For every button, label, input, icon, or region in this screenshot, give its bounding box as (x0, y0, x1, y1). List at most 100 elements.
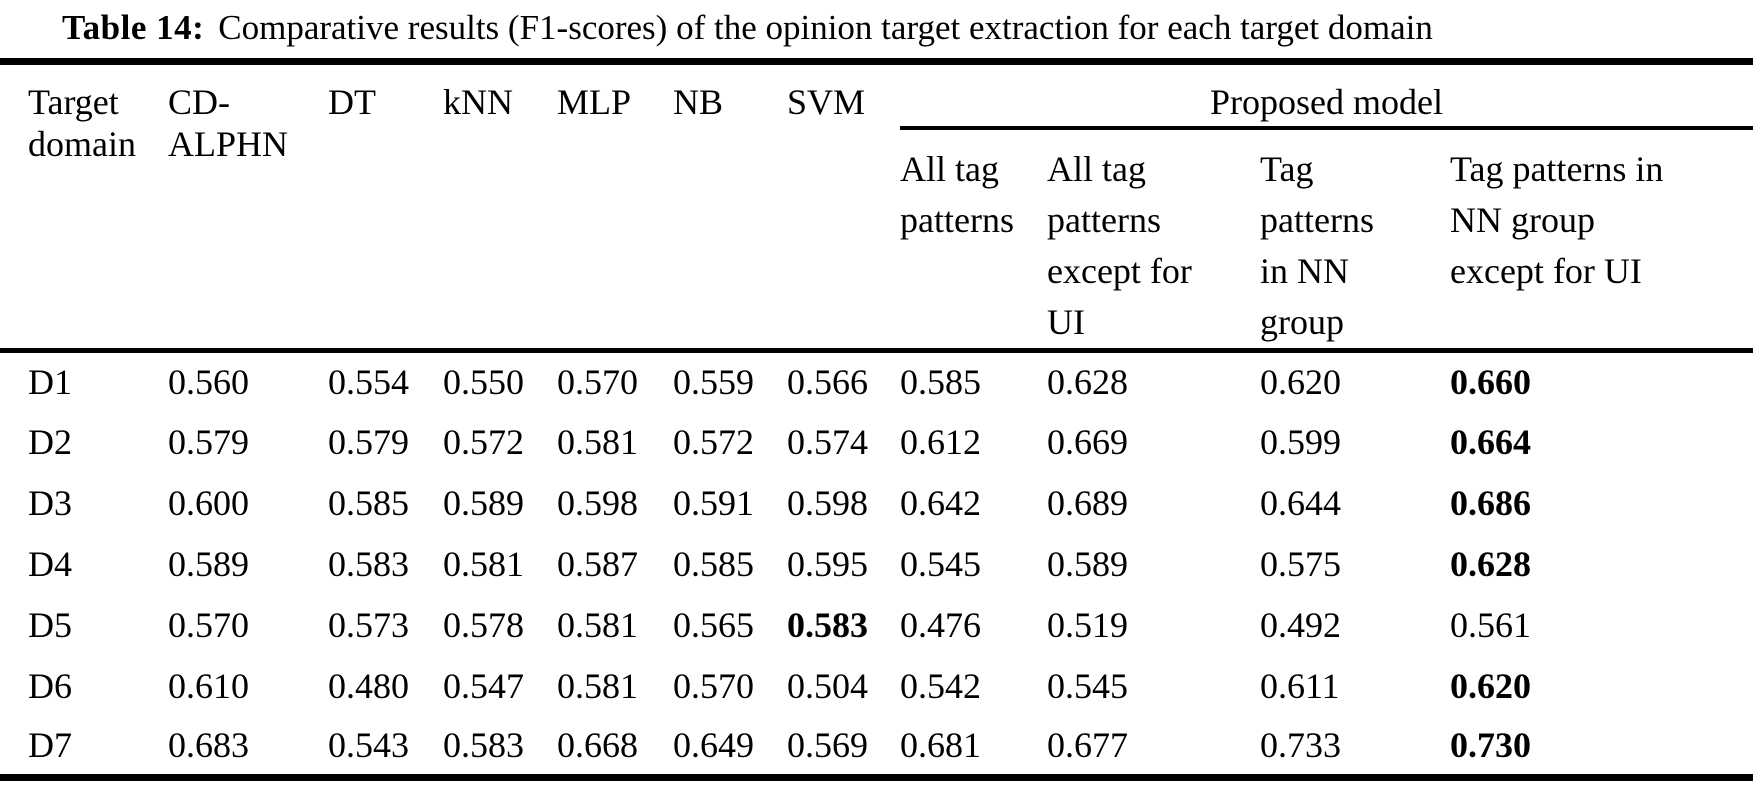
f1-score-cell: 0.572 (443, 421, 524, 462)
f1-score-cell: 0.585 (328, 482, 409, 523)
f1-score-cell: 0.599 (1260, 421, 1341, 462)
row-label: D2 (28, 421, 72, 462)
f1-score-cell: 0.642 (900, 482, 981, 523)
f1-score-cell: 0.545 (1047, 665, 1128, 706)
f1-score-cell: 0.669 (1047, 421, 1128, 462)
f1-score-cell: 0.519 (1047, 604, 1128, 645)
col-header-cd-alphn: CD- ALPHN (168, 61, 328, 353)
f1-score-cell: 0.569 (787, 724, 868, 765)
f1-score-cell: 0.610 (168, 665, 249, 706)
f1-score-cell: 0.591 (673, 482, 754, 523)
f1-score-cell: 0.573 (328, 604, 409, 645)
f1-score-cell: 0.492 (1260, 604, 1341, 645)
f1-score-cell: 0.545 (900, 543, 981, 584)
f1-score-cell: 0.559 (673, 361, 754, 402)
f1-score-cell: 0.572 (673, 421, 754, 462)
col-header-nb: NB (673, 61, 787, 353)
table-header: Target domain CD- ALPHN DT kNN MLP NB SV… (0, 61, 1753, 353)
f1-score-cell: 0.566 (787, 361, 868, 402)
f1-score-cell: 0.550 (443, 361, 524, 402)
col-header-knn: kNN (443, 61, 557, 353)
col-group-header-proposed-model: Proposed model (900, 61, 1753, 130)
table-row: D6 0.610 0.480 0.547 0.581 0.570 0.504 0.542 0.5… (0, 655, 1753, 716)
table-row: D3 0.600 0.585 0.589 0.598 0.591 0.598 0.642 0.6… (0, 472, 1753, 533)
f1-score-cell: 0.730 (1450, 724, 1531, 765)
f1-score-cell: 0.578 (443, 604, 524, 645)
f1-score-cell: 0.600 (168, 482, 249, 523)
row-label: D6 (28, 665, 72, 706)
header-row-sub: All tag patterns All tag patterns except… (0, 127, 1753, 353)
row-label: D4 (28, 543, 72, 584)
f1-score-cell: 0.547 (443, 665, 524, 706)
f1-score-cell: 0.581 (557, 665, 638, 706)
f1-score-cell: 0.628 (1450, 543, 1531, 584)
f1-score-cell: 0.612 (900, 421, 981, 462)
f1-score-cell: 0.628 (1047, 361, 1128, 402)
f1-score-cell: 0.570 (673, 665, 754, 706)
f1-score-cell: 0.644 (1260, 482, 1341, 523)
col-header-all-tag-patterns: All tag patterns (900, 127, 1047, 353)
col-header-tag-patterns-nn-group-except-ui: Tag patterns in NN group except for UI (1450, 127, 1753, 353)
f1-score-cell: 0.686 (1450, 482, 1531, 523)
f1-score-cell: 0.570 (557, 361, 638, 402)
f1-score-cell: 0.574 (787, 421, 868, 462)
table-row: D2 0.579 0.579 0.572 0.581 0.572 0.574 0.612 0.6… (0, 411, 1753, 472)
table-caption: Table 14: Comparative results (F1-scores)… (0, 0, 1753, 58)
f1-score-cell: 0.677 (1047, 724, 1128, 765)
row-label: D1 (28, 361, 72, 402)
f1-score-cell: 0.681 (900, 724, 981, 765)
row-label: D7 (28, 724, 72, 765)
f1-score-cell: 0.620 (1450, 665, 1531, 706)
results-table: Target domain CD- ALPHN DT kNN MLP NB SV… (0, 58, 1753, 781)
row-label: D5 (28, 604, 72, 645)
f1-score-cell: 0.476 (900, 604, 981, 645)
table-row: D1 0.560 0.554 0.550 0.570 0.559 0.566 0.585 0.6… (0, 350, 1753, 411)
f1-score-cell: 0.480 (328, 665, 409, 706)
f1-score-cell: 0.581 (557, 604, 638, 645)
f1-score-cell: 0.689 (1047, 482, 1128, 523)
col-header-target-domain: Target domain (0, 61, 168, 353)
f1-score-cell: 0.595 (787, 543, 868, 584)
f1-score-cell: 0.611 (1260, 665, 1340, 706)
table-row: D4 0.589 0.583 0.581 0.587 0.585 0.595 0.545 0.5… (0, 533, 1753, 594)
table-body: D1 0.560 0.554 0.550 0.570 0.559 0.566 0.585 0.6… (0, 350, 1753, 777)
f1-score-cell: 0.585 (900, 361, 981, 402)
f1-score-cell: 0.542 (900, 665, 981, 706)
f1-score-cell: 0.585 (673, 543, 754, 584)
f1-score-cell: 0.575 (1260, 543, 1341, 584)
row-label: D3 (28, 482, 72, 523)
f1-score-cell: 0.649 (673, 724, 754, 765)
col-header-all-tag-patterns-except-ui: All tag patterns except for UI (1047, 127, 1260, 353)
f1-score-cell: 0.683 (168, 724, 249, 765)
f1-score-cell: 0.565 (673, 604, 754, 645)
f1-score-cell: 0.554 (328, 361, 409, 402)
f1-score-cell: 0.598 (557, 482, 638, 523)
header-row-main: Target domain CD- ALPHN DT kNN MLP NB SV… (0, 61, 1753, 353)
col-header-svm: SVM (787, 61, 900, 353)
f1-score-cell: 0.620 (1260, 361, 1341, 402)
f1-score-cell: 0.587 (557, 543, 638, 584)
table-row: D5 0.570 0.573 0.578 0.581 0.565 0.583 0.476 0.5… (0, 594, 1753, 655)
f1-score-cell: 0.583 (443, 724, 524, 765)
f1-score-cell: 0.570 (168, 604, 249, 645)
f1-score-cell: 0.560 (168, 361, 249, 402)
f1-score-cell: 0.543 (328, 724, 409, 765)
f1-score-cell: 0.733 (1260, 724, 1341, 765)
f1-score-cell: 0.589 (1047, 543, 1128, 584)
f1-score-cell: 0.579 (328, 421, 409, 462)
col-header-dt: DT (328, 61, 443, 353)
col-header-tag-patterns-nn-group: Tag patterns in NN group (1260, 127, 1450, 353)
f1-score-cell: 0.660 (1450, 361, 1531, 402)
f1-score-cell: 0.668 (557, 724, 638, 765)
f1-score-cell: 0.581 (557, 421, 638, 462)
f1-score-cell: 0.579 (168, 421, 249, 462)
table-caption-text: Comparative results (F1-scores) of the o… (218, 8, 1433, 47)
f1-score-cell: 0.583 (787, 604, 868, 645)
f1-score-cell: 0.504 (787, 665, 868, 706)
table-row: D7 0.683 0.543 0.583 0.668 0.649 0.569 0.681 0.6… (0, 716, 1753, 777)
table-caption-label: Table 14: (62, 8, 205, 47)
f1-score-cell: 0.589 (168, 543, 249, 584)
f1-score-cell: 0.598 (787, 482, 868, 523)
col-header-mlp: MLP (557, 61, 673, 353)
